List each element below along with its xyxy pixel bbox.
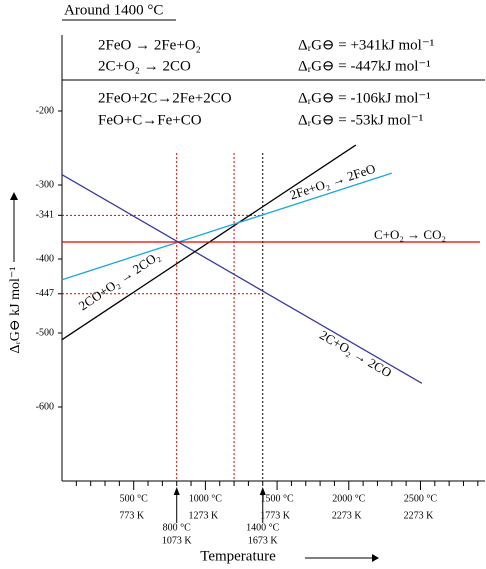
x-tick-label: 2500 °C — [404, 493, 437, 504]
x-tick-kelvin-label: 773 K — [119, 510, 145, 521]
x-tick-label: 500 °C — [120, 493, 148, 504]
x-tick-label: 1000 °C — [189, 493, 222, 504]
x-tick-label: 2000 °C — [332, 493, 365, 504]
reaction-equation: FeO+C→Fe+CO — [98, 112, 202, 128]
marker-arrow-head — [173, 487, 180, 495]
x-tick-kelvin-label: 1273 K — [189, 510, 220, 521]
series-label: C+O₂ → CO₂ — [374, 227, 446, 242]
marker-kelvin: 1073 K — [162, 535, 193, 546]
y-tick-label: -447 — [36, 288, 54, 299]
series-line — [61, 172, 392, 281]
reaction-dg: ΔᵣG⊖ = -106kJ mol⁻¹ — [298, 90, 431, 106]
x-tick-kelvin-label: 1773 K — [260, 510, 291, 521]
marker-kelvin: 1673 K — [248, 535, 279, 546]
reaction-equation: 2FeO → 2Fe+O₂ — [98, 37, 201, 53]
reaction-dg: ΔᵣG⊖ = -447kJ mol⁻¹ — [298, 58, 431, 74]
x-tick-label: 1500 °C — [260, 493, 293, 504]
series-label: 2C+O₂ → 2CO — [317, 327, 394, 380]
x-axis-label: Temperature — [200, 548, 276, 564]
series-line — [61, 174, 423, 384]
x-arrow-head — [372, 554, 379, 562]
reaction-dg: ΔᵣG⊖ = -53kJ mol⁻¹ — [298, 112, 423, 128]
series-label: 2CO+O₂ → 2CO₂ — [76, 248, 163, 313]
x-tick-kelvin-label: 2273 K — [404, 510, 435, 521]
y-tick-label: -400 — [36, 253, 54, 264]
y-axis-label: ΔᵣG⊖ kJ mol⁻¹ — [8, 267, 23, 354]
chart-title: Around 1400 °C — [64, 2, 163, 18]
y-tick-label: -600 — [36, 401, 54, 412]
reaction-equation: 2C+O₂ → 2CO — [98, 58, 191, 74]
x-tick-kelvin-label: 2273 K — [332, 510, 363, 521]
y-tick-label: -341 — [36, 210, 54, 221]
y-tick-label: -500 — [36, 327, 54, 338]
y-tick-label: -300 — [36, 179, 54, 190]
marker-label: 1400 °C — [246, 522, 279, 533]
marker-arrow-head — [259, 487, 266, 495]
y-arrow-head — [10, 192, 18, 200]
marker-label: 800 °C — [163, 522, 191, 533]
reaction-equation: 2FeO+2C→2Fe+2CO — [98, 90, 232, 106]
y-tick-label: -200 — [36, 105, 54, 116]
reaction-dg: ΔᵣG⊖ = +341kJ mol⁻¹ — [298, 37, 434, 53]
